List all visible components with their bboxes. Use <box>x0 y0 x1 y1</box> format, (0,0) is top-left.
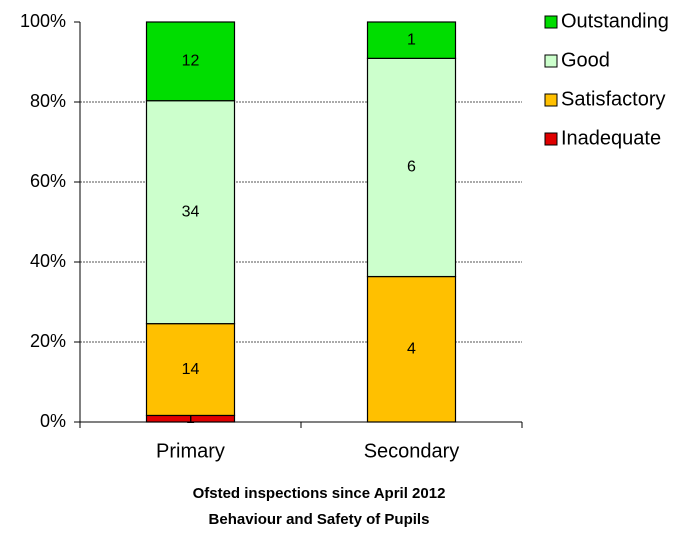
legend-swatch <box>544 54 558 68</box>
data-label: 14 <box>182 361 200 378</box>
chart-subtitle: Behaviour and Safety of Pupils <box>209 511 430 528</box>
data-label: 4 <box>407 340 416 357</box>
chart-title: Ofsted inspections since April 2012 <box>193 485 446 502</box>
bar-segment <box>366 57 457 278</box>
y-tick-label: 80% <box>30 91 66 111</box>
y-tick-label: 20% <box>30 331 66 351</box>
bar-segment <box>366 21 457 59</box>
legend-swatch <box>544 132 558 146</box>
y-tick-label: 40% <box>30 251 66 271</box>
data-label: 6 <box>407 159 416 176</box>
x-tick-label: Primary <box>156 440 225 462</box>
data-label: 12 <box>182 53 200 70</box>
data-label: 34 <box>182 203 200 220</box>
bar-segment <box>145 323 236 417</box>
bar-segment <box>145 21 236 102</box>
legend-label: Good <box>561 49 610 71</box>
y-tick-label: 100% <box>20 11 66 31</box>
legend-label: Inadequate <box>561 127 661 149</box>
legend-swatch <box>544 93 558 107</box>
y-tick-label: 0% <box>40 411 66 431</box>
legend-swatch <box>544 15 558 29</box>
data-label: 1 <box>407 31 416 48</box>
x-tick-label: Secondary <box>364 440 460 462</box>
y-tick-label: 60% <box>30 171 66 191</box>
data-label: 1 <box>186 410 195 427</box>
bar-segment <box>145 100 236 325</box>
legend-label: Satisfactory <box>561 88 665 110</box>
legend-label: Outstanding <box>561 10 669 32</box>
bar-segment <box>366 275 457 423</box>
